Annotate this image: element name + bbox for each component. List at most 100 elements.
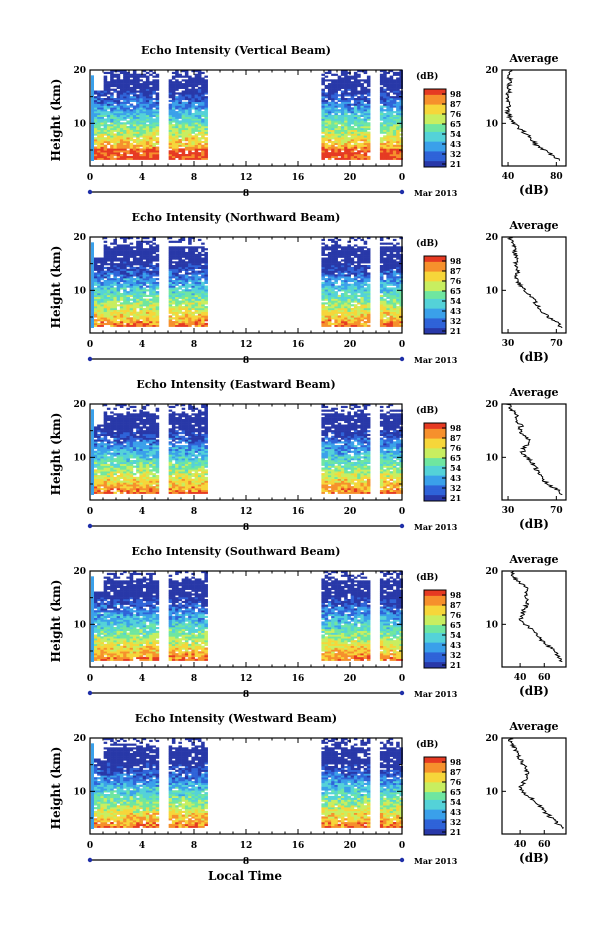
heatmap-cell bbox=[331, 488, 335, 491]
heatmap-cell bbox=[175, 491, 179, 494]
heatmap-cell bbox=[110, 81, 114, 84]
heatmap-cell bbox=[113, 242, 117, 245]
heatmap-cell bbox=[175, 73, 179, 76]
heatmap-cell bbox=[129, 255, 134, 258]
heatmap-cell bbox=[142, 248, 147, 251]
heatmap-cell bbox=[132, 321, 137, 324]
heatmap-cell bbox=[399, 99, 403, 103]
heatmap-cell bbox=[331, 103, 335, 106]
heatmap-cell bbox=[188, 75, 192, 78]
heatmap-cell bbox=[344, 122, 348, 125]
heatmap-cell bbox=[142, 148, 147, 151]
heatmap-cell bbox=[350, 321, 355, 324]
heatmap-cell bbox=[93, 124, 98, 127]
colorbar-segment bbox=[424, 304, 446, 308]
heatmap-cell bbox=[399, 112, 403, 116]
heatmap-cell bbox=[103, 293, 108, 296]
heatmap-cell bbox=[383, 109, 387, 112]
heatmap-cell bbox=[184, 265, 189, 268]
heatmap-cell bbox=[357, 127, 361, 131]
heatmap-cell bbox=[184, 135, 189, 138]
heatmap-cell bbox=[126, 84, 130, 88]
heatmap-cell bbox=[175, 127, 179, 131]
heatmap-cell bbox=[110, 291, 114, 294]
heatmap-cell bbox=[357, 287, 361, 290]
heatmap-cell bbox=[100, 101, 104, 104]
heatmap-cell bbox=[386, 278, 390, 281]
heatmap-cell bbox=[184, 289, 189, 292]
colorbar-segment bbox=[424, 90, 446, 94]
heatmap-cell bbox=[324, 263, 329, 266]
heatmap-cell bbox=[363, 148, 368, 151]
heatmap-cell bbox=[327, 274, 332, 277]
heatmap-cell bbox=[399, 307, 403, 311]
heatmap-cell bbox=[178, 238, 182, 242]
heatmap-cell bbox=[344, 131, 348, 134]
heatmap-cell bbox=[97, 107, 101, 110]
heatmap-cell bbox=[100, 154, 104, 157]
heatmap-cell bbox=[119, 315, 124, 318]
heatmap-cell bbox=[191, 155, 195, 159]
heatmap-cell bbox=[334, 307, 338, 311]
heatmap-cell bbox=[142, 155, 147, 159]
heatmap-cell bbox=[136, 287, 140, 290]
heatmap-cell bbox=[110, 261, 114, 264]
heatmap-cell bbox=[392, 139, 397, 142]
heatmap-cell bbox=[344, 289, 348, 292]
heatmap-cell bbox=[383, 99, 387, 103]
heatmap-cell bbox=[204, 131, 208, 134]
heatmap-cell bbox=[155, 259, 160, 262]
heatmap-cell bbox=[168, 120, 173, 123]
heatmap-cell bbox=[97, 118, 101, 121]
heatmap-cell bbox=[194, 112, 199, 116]
heatmap-cell bbox=[191, 257, 195, 260]
heatmap-cell bbox=[344, 116, 348, 119]
heatmap-cell bbox=[175, 272, 179, 275]
heatmap-cell bbox=[344, 306, 348, 309]
heatmap-cell bbox=[399, 94, 403, 97]
heatmap-cell bbox=[350, 272, 355, 275]
heatmap-cell bbox=[347, 248, 351, 251]
heatmap-cell bbox=[344, 133, 348, 136]
heatmap-cell bbox=[155, 311, 160, 314]
heatmap-cell bbox=[340, 253, 345, 256]
heatmap-cell bbox=[204, 300, 208, 303]
colorbar-segment bbox=[424, 265, 446, 269]
heatmap-cell bbox=[350, 304, 355, 307]
heatmap-cell bbox=[389, 248, 394, 251]
heatmap-cell bbox=[178, 107, 182, 110]
heatmap-cell bbox=[116, 84, 121, 88]
heatmap-cell bbox=[149, 124, 153, 127]
colorbar-segment bbox=[424, 104, 446, 107]
heatmap-cell bbox=[344, 146, 348, 149]
heatmap-cell bbox=[389, 124, 394, 127]
heatmap-cell bbox=[331, 322, 335, 326]
heatmap-cell bbox=[132, 135, 137, 138]
heatmap-cell bbox=[363, 321, 368, 324]
heatmap-cell bbox=[197, 307, 202, 311]
heatmap-cell bbox=[155, 250, 160, 253]
heatmap-cell bbox=[334, 257, 338, 260]
heatmap-cell bbox=[191, 486, 195, 489]
heatmap-cell bbox=[386, 88, 390, 91]
colorbar-segment bbox=[424, 326, 446, 329]
heatmap-cell bbox=[142, 142, 147, 145]
heatmap-cell bbox=[178, 306, 182, 309]
heatmap-cell bbox=[106, 302, 111, 305]
heatmap-cell bbox=[386, 270, 390, 273]
heatmap-cell bbox=[396, 101, 400, 104]
heatmap-cell bbox=[392, 250, 397, 253]
heatmap-cell bbox=[136, 276, 140, 279]
heatmap-cell bbox=[136, 81, 140, 84]
heatmap-cell bbox=[168, 79, 173, 82]
heatmap-cell bbox=[331, 81, 335, 84]
heatmap-cell bbox=[337, 114, 342, 117]
heatmap-cell bbox=[168, 99, 173, 103]
heatmap-cell bbox=[171, 81, 176, 84]
heatmap-cell bbox=[331, 302, 335, 305]
heatmap-cell bbox=[126, 77, 130, 80]
heatmap-cell bbox=[324, 131, 329, 134]
heatmap-cell bbox=[126, 291, 130, 294]
heatmap-cell bbox=[337, 304, 342, 307]
heatmap-cell bbox=[360, 285, 364, 288]
